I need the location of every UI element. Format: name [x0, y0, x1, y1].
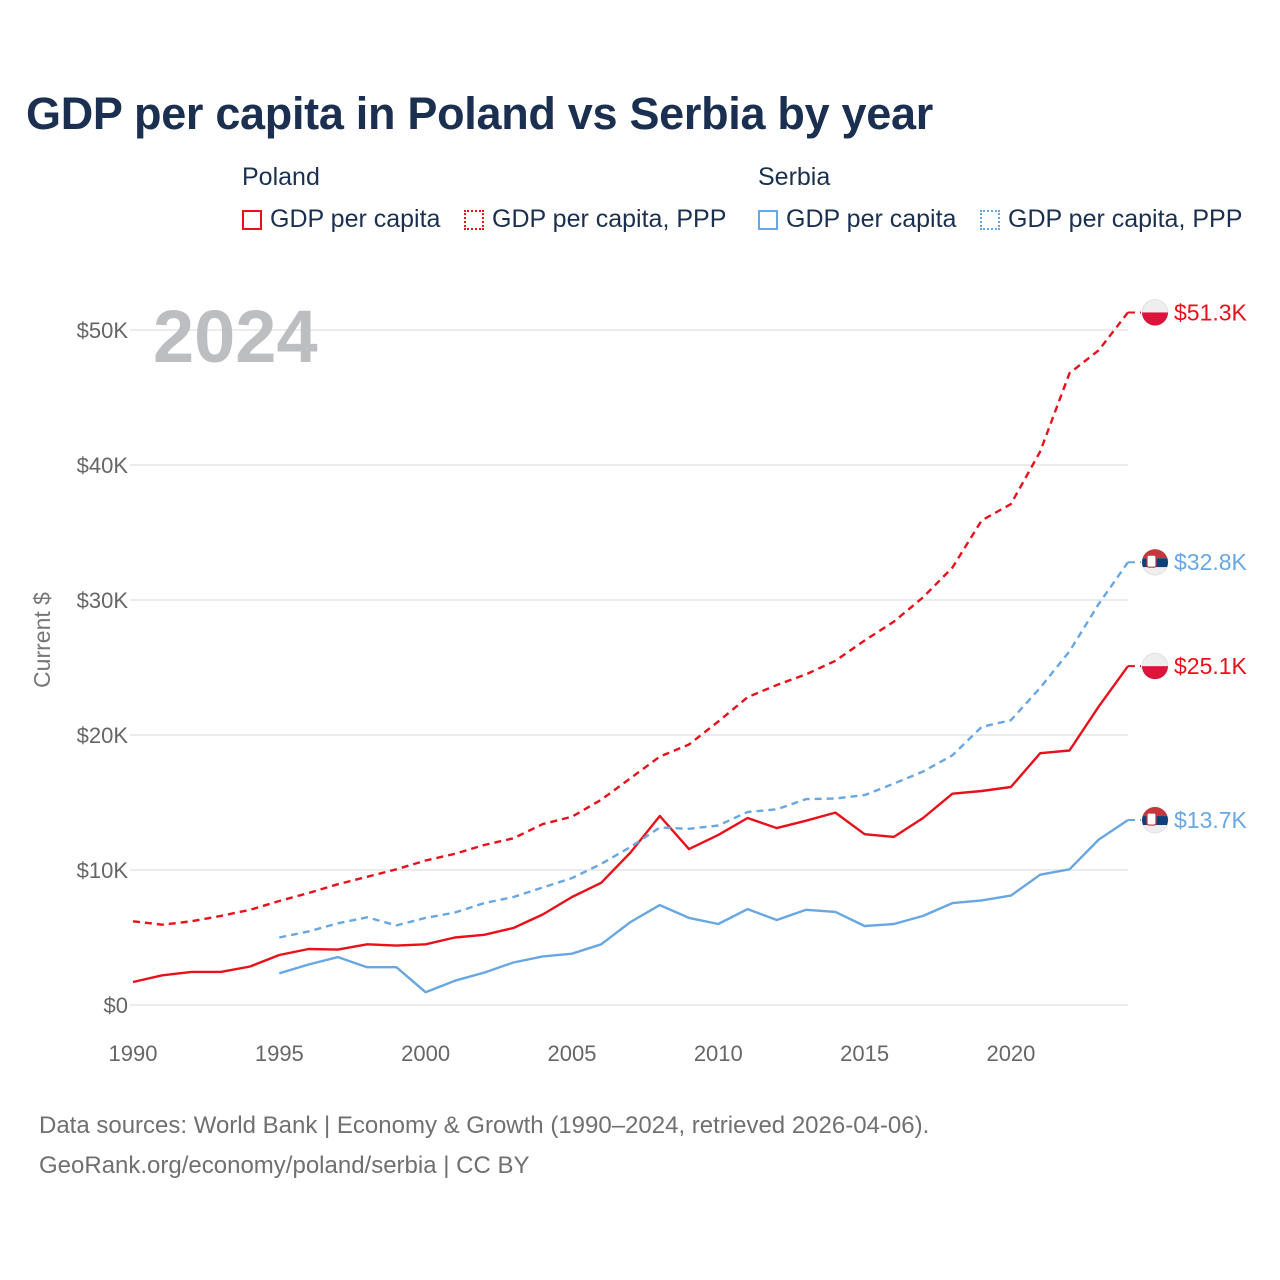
legend-solid-swatch-icon — [758, 209, 778, 230]
year-watermark: 2024 — [153, 295, 318, 378]
flag-red-band — [1142, 666, 1168, 680]
y-tick-label: $30K — [77, 588, 129, 613]
flag-outline — [1141, 652, 1169, 680]
poland-gdp-ppp-line — [132, 311, 1129, 926]
footer: Data sources: World Bank | Economy & Gro… — [39, 1106, 929, 1186]
legend-label: GDP per capita, PPP — [492, 205, 727, 233]
y-tick-label: $0 — [104, 993, 128, 1018]
flag-white-band — [1142, 567, 1168, 576]
legend-solid-swatch-icon — [242, 209, 262, 230]
y-tick-label: $10K — [77, 858, 129, 883]
legend-label: GDP per capita, PPP — [1008, 205, 1243, 233]
y-axis-title: Current $ — [29, 592, 55, 688]
serbia-gdp-line — [278, 819, 1129, 994]
legend-poland-title: Poland — [242, 163, 320, 191]
legend-label: GDP per capita — [786, 205, 957, 233]
serbia-end-value-label: $32.8K — [1174, 549, 1248, 575]
legend-serbia: Serbia GDP per capita GDP per capita, PP… — [758, 163, 1258, 243]
footer-link[interactable]: GeoRank.org/economy/poland/serbia | CC B… — [39, 1152, 530, 1179]
flag-white-band — [1142, 653, 1168, 667]
legend-label: GDP per capita — [270, 205, 441, 233]
x-tick-label: 2000 — [401, 1041, 450, 1066]
flag-red-band — [1142, 312, 1168, 326]
legend-dotted-swatch-icon — [980, 209, 1000, 230]
y-tick-label: $50K — [77, 318, 129, 343]
series-layer — [132, 311, 1129, 994]
legend-poland: Poland GDP per capita GDP per capita, PP… — [242, 163, 732, 243]
poland-flag-icon — [1141, 298, 1169, 326]
legend-poland-gdp[interactable]: GDP per capita — [242, 205, 440, 234]
serbia-gdp-ppp-line — [279, 561, 1129, 939]
legend-dotted-swatch-icon — [464, 209, 484, 230]
poland-gdp-line — [132, 665, 1129, 984]
poland-flag-icon — [1141, 652, 1169, 680]
legend-serbia-gdp[interactable]: GDP per capita — [758, 205, 956, 234]
x-tick-label: 1990 — [109, 1041, 158, 1066]
grid-layer — [130, 329, 1128, 1006]
flag-red-band — [1142, 807, 1168, 817]
serbia-flag-icon — [1141, 548, 1169, 576]
axis-layer: $0 $10K $20K $30K $40K $50K 1990 1995 2000 2005 20… — [29, 318, 1035, 1066]
x-tick-label: 2005 — [547, 1041, 596, 1066]
flag-clip-group — [1142, 807, 1168, 834]
flag-coat-of-arms — [1146, 554, 1157, 568]
flag-outline — [1141, 806, 1169, 834]
flag-outline — [1141, 298, 1169, 326]
flag-white-band — [1142, 299, 1168, 313]
x-tick-label: 2015 — [840, 1041, 889, 1066]
marker-layer: $51.3K $25.1K $32.8K $13.7K — [1128, 298, 1248, 834]
y-tick-label: $40K — [77, 453, 129, 478]
serbia-flag-icon — [1141, 806, 1169, 834]
legend-poland-gdp-ppp[interactable]: GDP per capita, PPP — [464, 205, 726, 234]
flag-clip-group — [1142, 653, 1168, 680]
poland-end-value-label: $51.3K — [1174, 299, 1248, 325]
flag-outline — [1141, 548, 1169, 576]
legend-serbia-gdp-ppp[interactable]: GDP per capita, PPP — [980, 205, 1242, 234]
y-tick-label: $20K — [77, 723, 129, 748]
legend-serbia-title: Serbia — [758, 163, 831, 191]
flag-clip-group — [1142, 299, 1168, 326]
footer-sources: Data sources: World Bank | Economy & Gro… — [39, 1112, 930, 1139]
x-tick-label: 1995 — [255, 1041, 304, 1066]
flag-coat-of-arms — [1146, 812, 1157, 826]
poland-end-value-label: $25.1K — [1174, 653, 1248, 679]
chart-title: GDP per capita in Poland vs Serbia by ye… — [26, 88, 933, 139]
flag-red-band — [1142, 549, 1168, 559]
x-tick-label: 2010 — [694, 1041, 743, 1066]
flag-white-band — [1142, 825, 1168, 834]
flag-clip-group — [1142, 549, 1168, 576]
x-tick-label: 2020 — [986, 1041, 1035, 1066]
serbia-end-value-label: $13.7K — [1174, 807, 1248, 833]
